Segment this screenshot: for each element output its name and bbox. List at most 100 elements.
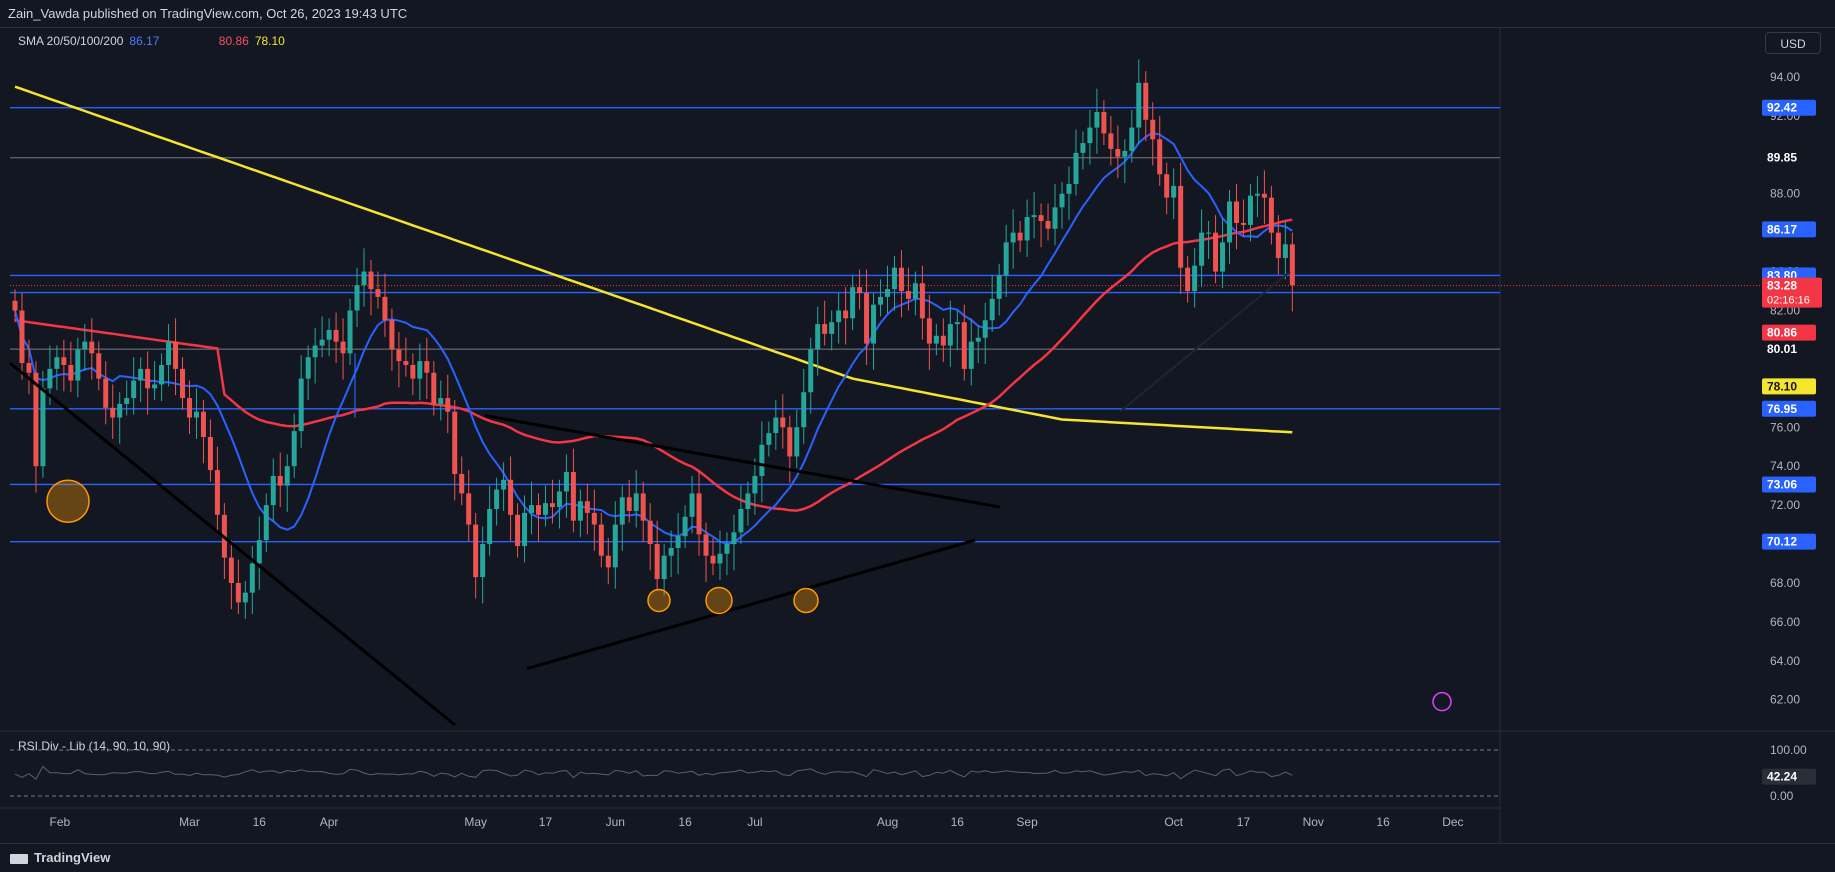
candle-body	[912, 283, 918, 299]
candle-body	[33, 372, 39, 467]
price-tick-label: 76.00	[1770, 420, 1800, 434]
candle-body	[522, 512, 528, 546]
candle-body	[542, 503, 548, 515]
candle-body	[1234, 201, 1239, 223]
tradingview-logo: TradingView	[10, 844, 110, 872]
candle-body	[417, 361, 423, 379]
candle-body	[375, 289, 381, 297]
rsi-value-tag	[1762, 768, 1816, 785]
level-price-label: 80.01	[1767, 342, 1797, 356]
candle-body	[389, 320, 395, 350]
candle-body	[1094, 112, 1100, 128]
level-price-tag	[1762, 400, 1816, 417]
sma-red-line	[14, 218, 1293, 512]
rsi-line	[14, 765, 1293, 780]
sma-legend-label: SMA 20/50/100/200	[18, 34, 124, 48]
candle-body	[193, 411, 199, 418]
candle-body	[570, 472, 576, 521]
rsi-tick-label: 0.00	[1770, 789, 1794, 803]
candle-body	[75, 349, 81, 381]
candle-body	[954, 322, 960, 325]
candle-body	[1254, 193, 1260, 196]
candle-body	[982, 320, 988, 338]
price-tick-label: 62.00	[1770, 693, 1800, 707]
candle-body	[710, 555, 716, 564]
sma-legend[interactable]: SMA 20/50/100/200 86.17 80.86 78.10	[18, 34, 291, 48]
candle-body	[563, 472, 569, 492]
time-tick-label: 16	[951, 815, 965, 829]
candle-body	[166, 341, 172, 365]
candle-body	[619, 497, 625, 525]
candle-body	[1073, 152, 1079, 185]
footer: TradingView	[0, 843, 1835, 871]
candle-body	[138, 368, 144, 381]
rsi-value-label: 42.24	[1767, 770, 1797, 784]
candle-body	[1066, 184, 1072, 194]
candle-body	[612, 524, 618, 568]
candle-body	[263, 505, 269, 541]
time-tick-label: Jul	[747, 815, 762, 829]
candle-body	[1227, 201, 1233, 243]
candle-body	[277, 475, 283, 486]
candle-body	[396, 349, 402, 362]
candle-body	[1164, 174, 1170, 198]
candle-body	[738, 508, 744, 533]
candle-body	[689, 493, 695, 517]
candle-body	[926, 318, 932, 344]
candle-body	[235, 582, 241, 603]
candle-body	[626, 497, 632, 511]
time-tick-label: 16	[1376, 815, 1390, 829]
level-price-tag	[1762, 533, 1816, 550]
sma-legend-value-100: 78.10	[254, 34, 285, 48]
candle-body	[1240, 222, 1246, 225]
rsi-tick-label: 100.00	[1770, 743, 1807, 757]
candle-body	[26, 363, 32, 373]
candle-body	[989, 298, 995, 321]
time-tick-label: Sep	[1016, 815, 1038, 829]
candle-body	[759, 444, 765, 476]
candle-body	[19, 310, 25, 364]
axis-price-tag	[1762, 378, 1816, 395]
candle-body	[424, 361, 430, 373]
candle-body	[431, 372, 437, 404]
time-tick-label: 17	[539, 815, 553, 829]
candle-body	[975, 337, 981, 342]
candle-body	[1150, 119, 1156, 140]
candle-body	[829, 322, 835, 334]
candle-body	[312, 345, 318, 358]
time-tick-label: Mar	[179, 815, 200, 829]
candle-body	[696, 493, 702, 535]
candle-body	[808, 349, 814, 393]
candle-body	[1185, 267, 1191, 292]
candle-body	[291, 431, 297, 467]
level-price-label: 76.95	[1767, 402, 1797, 416]
candle-body	[1031, 215, 1037, 218]
candle-body	[319, 339, 325, 346]
candle-body	[103, 378, 109, 408]
candle-body	[703, 534, 709, 556]
candle-body	[124, 398, 130, 404]
candle-body	[850, 287, 856, 319]
candle-body	[801, 392, 807, 428]
candle-body	[1122, 150, 1128, 157]
candle-body	[466, 493, 472, 525]
time-tick-label: Dec	[1442, 815, 1463, 829]
time-tick-label: Nov	[1303, 815, 1324, 829]
sma-legend-value-20: 86.17	[129, 34, 160, 48]
candle-body	[180, 368, 186, 399]
sma-yellow-line	[14, 85, 1293, 434]
candle-body	[1136, 82, 1142, 128]
candle-body	[47, 368, 53, 389]
price-tick-label: 64.00	[1770, 654, 1800, 668]
time-tick-label: May	[464, 815, 487, 829]
trendline-lower-triangle	[526, 538, 976, 671]
candle-body	[152, 384, 158, 389]
candle-body	[1171, 185, 1177, 198]
currency-button[interactable]: USD	[1765, 32, 1821, 54]
axis-price-label: 83.28	[1767, 279, 1797, 293]
candle-body	[473, 524, 479, 578]
candle-body	[647, 520, 653, 545]
candle-body	[333, 329, 339, 342]
candle-body	[40, 388, 46, 467]
